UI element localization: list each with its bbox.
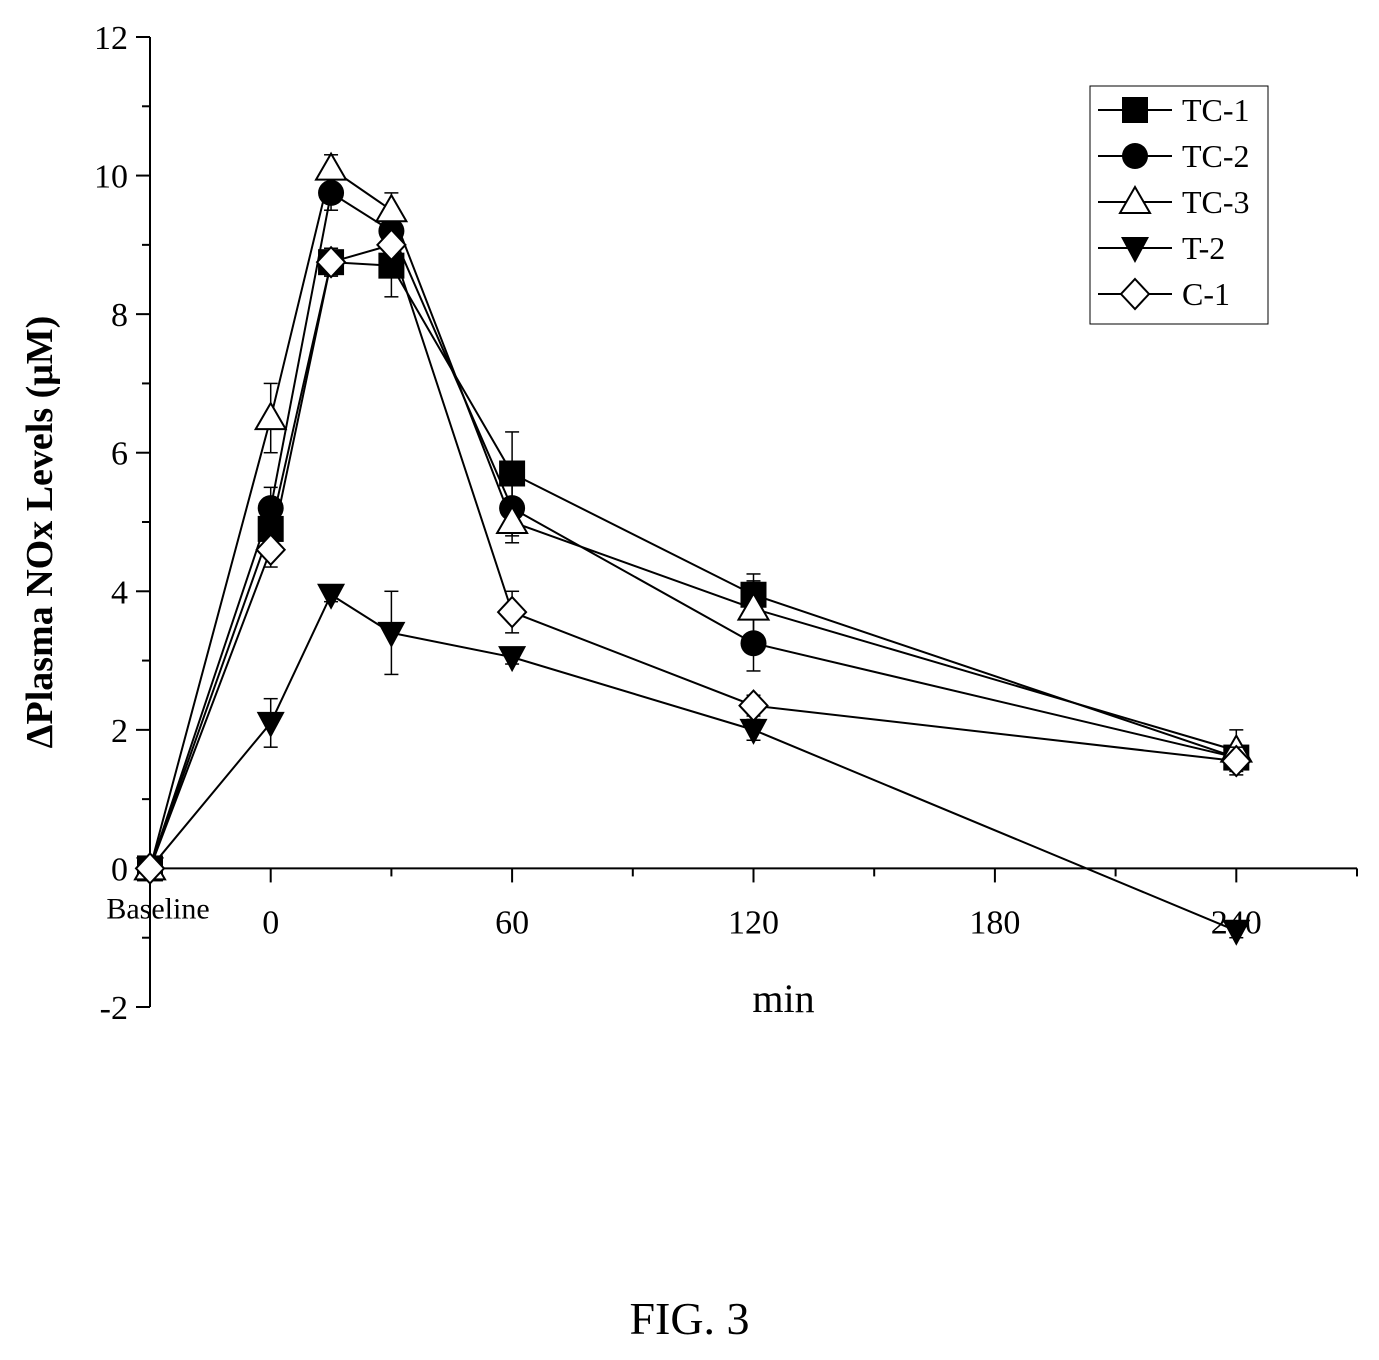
baseline-tick-label: Baseline bbox=[106, 892, 209, 925]
data-point-tc-3 bbox=[314, 151, 348, 181]
data-point-c-1 bbox=[134, 851, 166, 885]
y-tick-label: 2 bbox=[111, 713, 128, 750]
x-tick-label: 180 bbox=[969, 904, 1020, 941]
data-point-c-1 bbox=[255, 533, 287, 567]
legend-marker-tc-3 bbox=[1118, 184, 1152, 214]
data-point-t-2 bbox=[498, 646, 527, 673]
y-tick-label: 8 bbox=[111, 297, 128, 334]
y-tick-label: 6 bbox=[111, 436, 128, 473]
legend-label: C-1 bbox=[1182, 276, 1230, 312]
series-c-1 bbox=[134, 223, 1252, 885]
data-point-t-2 bbox=[256, 711, 285, 738]
y-tick-label: 0 bbox=[111, 851, 128, 888]
data-point-t-2 bbox=[377, 621, 406, 648]
data-point-c-1 bbox=[738, 689, 769, 723]
data-point-tc-3 bbox=[374, 193, 409, 223]
legend-item-c-1: C-1 bbox=[1098, 276, 1230, 312]
series-layer bbox=[133, 151, 1254, 946]
data-point-t-2 bbox=[739, 718, 768, 745]
y-tick-label: 10 bbox=[94, 159, 128, 196]
legend-item-tc-2: TC-2 bbox=[1098, 138, 1250, 174]
legend: TC-1 TC-2 TC-3 T-2 C-1 bbox=[1089, 85, 1269, 325]
data-point-c-1 bbox=[376, 228, 407, 262]
data-point-tc-3 bbox=[495, 504, 529, 534]
series-tc-3 bbox=[133, 151, 1254, 881]
data-point-c-1 bbox=[496, 595, 528, 629]
legend-marker-t-2 bbox=[1121, 237, 1149, 263]
legend-label: TC-3 bbox=[1182, 184, 1250, 220]
legend-marker-tc-1 bbox=[1122, 97, 1148, 123]
legend-item-t-2: T-2 bbox=[1098, 230, 1225, 266]
y-tick-label: -2 bbox=[100, 990, 128, 1027]
data-point-c-1 bbox=[315, 245, 347, 279]
series-line-tc-3 bbox=[149, 166, 1237, 869]
series-line-t-2 bbox=[149, 593, 1237, 932]
legend-label: T-2 bbox=[1182, 230, 1225, 266]
legend-label: TC-2 bbox=[1182, 138, 1250, 174]
data-point-tc-2 bbox=[318, 179, 345, 206]
x-tick-label: 60 bbox=[495, 904, 529, 941]
y-tick-label: 4 bbox=[111, 574, 128, 611]
line-chart: -2024681012060120180240Baseline TC-1TC-2… bbox=[19, 20, 1358, 1027]
legend-item-tc-3: TC-3 bbox=[1098, 184, 1250, 220]
data-point-tc-3 bbox=[736, 591, 771, 621]
legend-box bbox=[1089, 85, 1269, 325]
legend-marker-c-1 bbox=[1119, 277, 1151, 311]
series-t-2 bbox=[136, 583, 1251, 946]
x-axis-label: min bbox=[752, 976, 814, 1021]
legend-item-tc-1: TC-1 bbox=[1098, 92, 1250, 128]
data-point-t-2 bbox=[317, 583, 346, 610]
y-axis-label: ΔPlasma NOx Levels (μM) bbox=[19, 316, 61, 749]
data-point-c-1 bbox=[1220, 744, 1252, 778]
legend-marker-tc-2 bbox=[1122, 143, 1148, 169]
x-tick-label: 120 bbox=[728, 904, 779, 941]
data-point-t-2 bbox=[1222, 919, 1251, 946]
figure-caption: FIG. 3 bbox=[629, 1293, 750, 1344]
x-tick-label: 0 bbox=[262, 904, 279, 941]
legend-label: TC-1 bbox=[1182, 92, 1250, 128]
series-line-tc-2 bbox=[149, 191, 1237, 869]
data-point-tc-3 bbox=[253, 401, 288, 431]
y-tick-label: 12 bbox=[94, 20, 128, 57]
